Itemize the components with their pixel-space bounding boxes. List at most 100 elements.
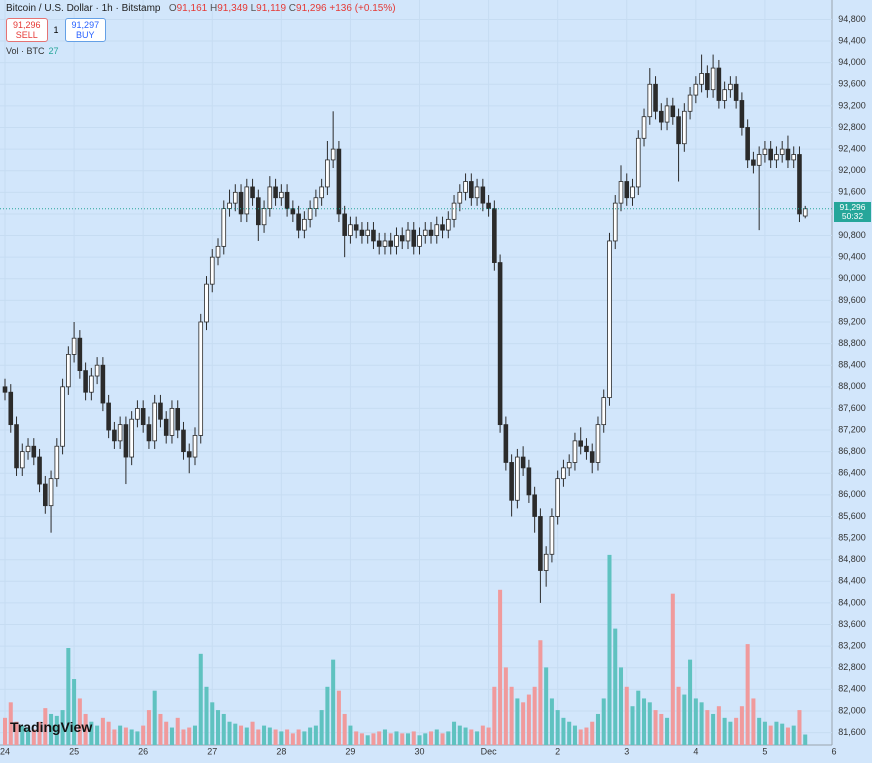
candle-body (31, 445, 37, 458)
volume-bar (716, 706, 721, 745)
y-tick-label: 82,000 (838, 705, 866, 715)
y-tick-label: 91,600 (838, 187, 866, 197)
buy-price: 91,297 (71, 20, 100, 30)
volume-bar (152, 690, 157, 745)
volume-bar (751, 698, 756, 745)
candle-body (561, 467, 566, 480)
volume-bar (463, 727, 468, 745)
candle-body (209, 256, 215, 285)
candle-body (480, 186, 486, 204)
candle-body (658, 110, 664, 123)
candle-body (123, 424, 129, 458)
volume-bar (210, 702, 215, 745)
volume-bar (118, 725, 123, 745)
l-label: L (250, 3, 257, 14)
volume-bar (359, 733, 364, 745)
volume-bar (129, 729, 134, 745)
candle-body (653, 83, 658, 112)
volume-label: Vol · BTC (6, 46, 45, 56)
candle-body (204, 283, 209, 323)
volume-bar (595, 713, 600, 745)
buy-button[interactable]: 91,297 BUY (64, 18, 107, 42)
candle-body (555, 478, 560, 517)
volume-bar (636, 690, 641, 745)
volume-bar (192, 725, 198, 745)
candle-body (572, 440, 578, 463)
candle-body (503, 424, 509, 463)
volume-bar (411, 731, 416, 745)
volume-bar (377, 731, 382, 745)
volume-bar (382, 729, 387, 745)
volume-bar (43, 708, 48, 745)
candle-body (19, 451, 25, 469)
volume-bar (250, 721, 255, 745)
volume-bar (624, 686, 629, 745)
volume-bar (331, 659, 336, 745)
volume-bar (37, 721, 42, 745)
x-tick-label: 26 (138, 746, 148, 756)
candle-body (376, 240, 382, 247)
volume-bar (66, 648, 71, 745)
x-tick-label: 29 (345, 746, 355, 756)
y-tick-label: 89,200 (838, 316, 866, 326)
volume-bar (492, 686, 497, 745)
candle-body (451, 202, 457, 220)
candle-body (250, 186, 255, 199)
volume-bar (417, 735, 422, 745)
candle-body (232, 191, 238, 204)
volume-bar (106, 721, 111, 745)
x-tick-label: 5 (762, 746, 767, 756)
volume-bar (227, 721, 232, 745)
candle-body (785, 148, 791, 161)
y-tick-label: 93,600 (838, 79, 866, 89)
volume-bar (342, 713, 347, 745)
candle-body (584, 445, 589, 453)
candle-body (175, 408, 181, 431)
candle-body (273, 186, 278, 199)
x-tick-label: 25 (69, 746, 79, 756)
candle-body (267, 186, 273, 209)
volume-bar (728, 721, 733, 745)
candle-body (394, 235, 399, 247)
volume-bar (365, 735, 370, 745)
candle-body (14, 424, 19, 469)
candle-body (566, 462, 572, 469)
volume-bar (400, 733, 405, 745)
volume-bar (175, 717, 180, 745)
sell-price: 91,296 (13, 20, 41, 30)
candle-body (751, 159, 756, 166)
volume-bar (601, 698, 606, 745)
x-tick-label: 28 (276, 746, 286, 756)
y-tick-label: 93,200 (838, 100, 866, 110)
candle-body (181, 429, 186, 453)
volume-bar (797, 710, 802, 745)
candle-body (509, 462, 514, 501)
volume-bar (2, 717, 8, 745)
candle-body (802, 208, 808, 217)
volume-bar (613, 628, 618, 745)
candle-body (261, 208, 267, 226)
volume-bar (734, 717, 739, 745)
candle-body (578, 440, 583, 447)
candle-body (469, 181, 474, 199)
y-tick-label: 88,000 (838, 381, 866, 391)
x-tick-label: 6 (831, 746, 836, 756)
candle-body (2, 386, 8, 393)
sell-button[interactable]: 91,296 SELL (6, 18, 48, 42)
candle-body (117, 424, 123, 442)
candle-body (94, 364, 100, 377)
volume-bar (60, 710, 65, 745)
candle-body (330, 148, 336, 161)
candle-body (388, 240, 394, 247)
volume-bar (670, 593, 675, 745)
candle-body (319, 186, 324, 199)
volume-bar (296, 729, 301, 745)
candle-body (37, 456, 42, 485)
candle-body (215, 245, 221, 258)
candle-body (682, 110, 687, 145)
candle-body (192, 435, 198, 458)
volume-bar (618, 667, 624, 745)
candle-body (60, 386, 65, 447)
candle-body (198, 321, 204, 436)
